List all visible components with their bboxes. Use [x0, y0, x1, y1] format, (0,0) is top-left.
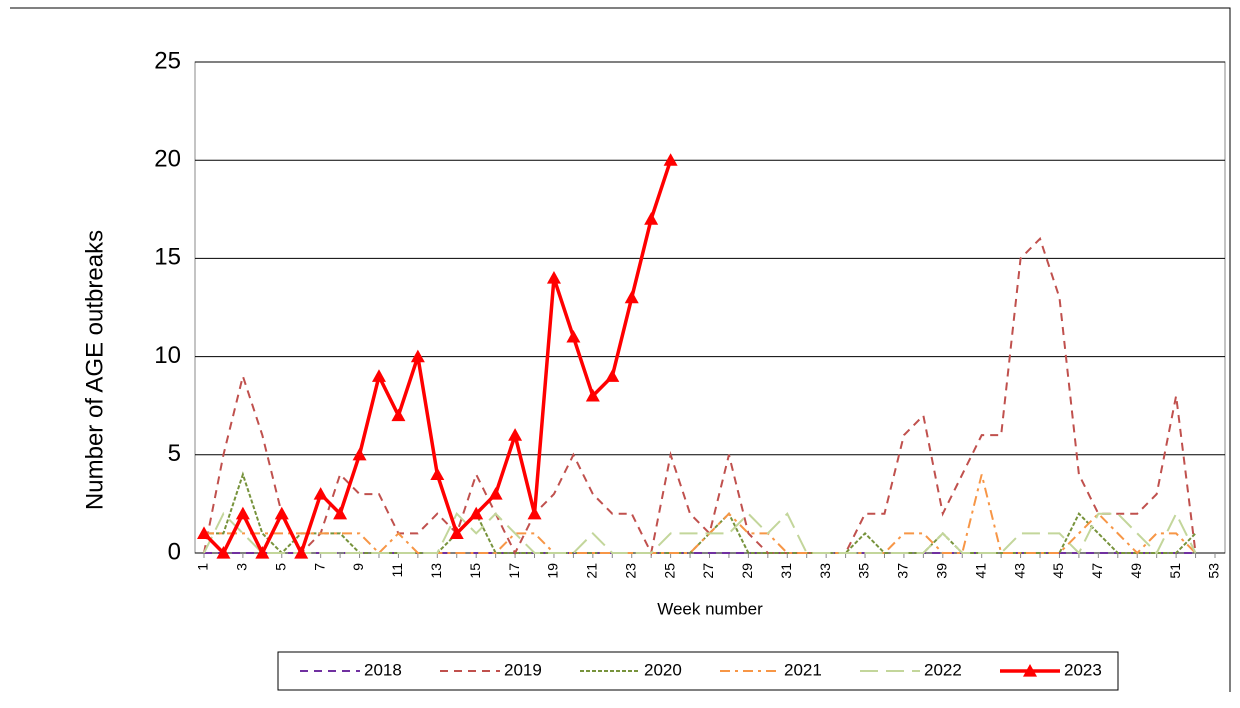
- x-tick-label: 29: [739, 563, 755, 579]
- legend-label: 2021: [784, 660, 822, 679]
- marker: [663, 153, 678, 166]
- x-tick-label: 37: [895, 563, 911, 579]
- legend-label: 2019: [504, 660, 542, 679]
- marker: [391, 408, 406, 422]
- plot-area: [194, 61, 1226, 554]
- marker: [274, 506, 289, 520]
- marker: [546, 271, 561, 284]
- y-tick-label: 25: [154, 47, 181, 74]
- x-tick-label: 31: [778, 563, 794, 579]
- marker: [527, 506, 542, 520]
- marker: [197, 526, 211, 539]
- legend-box: [277, 651, 1119, 691]
- x-tick-label: 45: [1050, 563, 1066, 579]
- x-tick-label: 9: [350, 563, 366, 571]
- y-tick-label: 0: [168, 538, 181, 565]
- marker: [488, 487, 503, 500]
- marker: [508, 428, 523, 441]
- marker: [235, 506, 250, 520]
- marker: [255, 546, 270, 559]
- marker: [644, 212, 659, 225]
- marker: [216, 546, 231, 559]
- marker: [294, 546, 309, 559]
- x-axis-title: Week number: [657, 599, 763, 618]
- x-tick-label: 43: [1011, 563, 1027, 579]
- marker: [333, 506, 348, 520]
- x-tick-label: 1: [195, 563, 211, 571]
- x-tick-label: 49: [1128, 563, 1144, 579]
- y-tick-label: 5: [168, 440, 181, 467]
- x-tick-label: 51: [1167, 563, 1183, 579]
- x-tick-label: 3: [234, 563, 250, 571]
- x-tick-label: 25: [661, 563, 677, 579]
- marker: [585, 388, 600, 402]
- x-tick-label: 11: [389, 563, 405, 578]
- series-line: [203, 511, 1197, 555]
- x-tick-label: 5: [272, 563, 288, 571]
- legend-label: 2020: [644, 660, 682, 679]
- marker: [410, 349, 425, 363]
- marker: [624, 290, 639, 304]
- marker: [449, 526, 464, 539]
- x-tick-label: 19: [545, 563, 561, 579]
- marker: [566, 329, 581, 343]
- x-tick-label: 17: [506, 563, 522, 579]
- x-tick-label: 13: [428, 563, 444, 579]
- x-tick-label: 39: [934, 563, 950, 579]
- series-line: [203, 236, 1197, 557]
- series-line: [204, 474, 1197, 555]
- x-tick-label: 21: [584, 563, 600, 579]
- legend-marker: [1023, 664, 1037, 677]
- marker: [352, 447, 367, 461]
- y-tick-label: 10: [154, 342, 181, 369]
- marker: [313, 487, 328, 500]
- legend-label: 2022: [924, 660, 962, 679]
- x-tick-label: 27: [700, 563, 716, 579]
- marker: [430, 467, 445, 481]
- x-tick-label: 41: [972, 563, 988, 579]
- y-tick-label: 15: [154, 244, 181, 271]
- marker: [469, 506, 484, 520]
- y-tick-label: 20: [154, 146, 181, 173]
- x-tick-label: 15: [467, 563, 483, 579]
- x-tick-label: 33: [817, 563, 833, 579]
- legend-label: 2023: [1064, 660, 1102, 679]
- y-axis-title: Number of AGE outbreaks: [81, 230, 108, 510]
- marker: [605, 369, 620, 382]
- x-tick-label: 47: [1089, 563, 1105, 579]
- x-tick-label: 7: [311, 563, 327, 571]
- x-tick-label: 53: [1206, 563, 1222, 579]
- series-line: [204, 471, 1197, 555]
- marker: [371, 369, 386, 382]
- x-tick-label: 35: [856, 563, 872, 579]
- frame: [10, 7, 1231, 692]
- legend-label: 2018: [364, 660, 402, 679]
- x-tick-label: 23: [622, 563, 638, 579]
